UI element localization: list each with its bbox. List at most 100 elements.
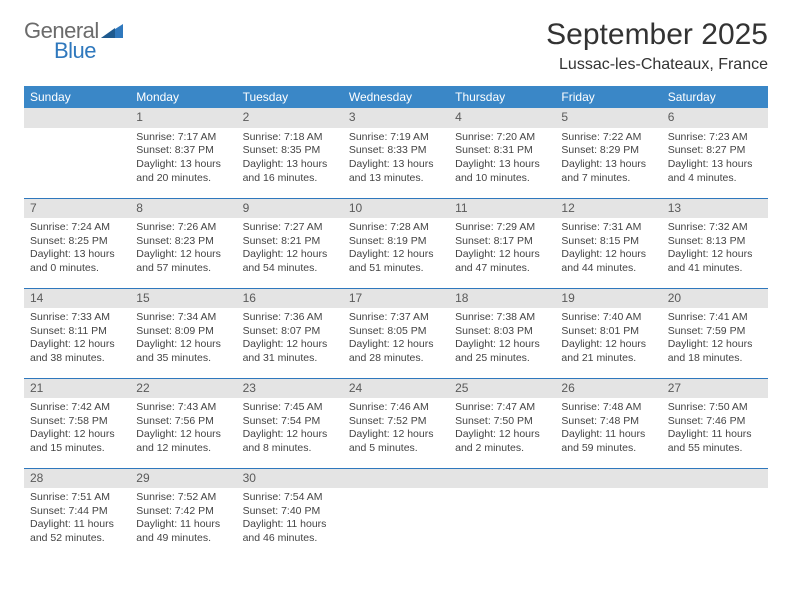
- month-title: September 2025: [546, 18, 768, 52]
- sunrise-text: Sunrise: 7:43 AM: [136, 401, 230, 415]
- sunset-text: Sunset: 8:25 PM: [30, 235, 124, 249]
- daylight-text: Daylight: 11 hours and 49 minutes.: [136, 518, 230, 545]
- calendar-day-cell: 3Sunrise: 7:19 AMSunset: 8:33 PMDaylight…: [343, 108, 449, 198]
- day-content: Sunrise: 7:22 AMSunset: 8:29 PMDaylight:…: [555, 128, 661, 190]
- day-content: Sunrise: 7:17 AMSunset: 8:37 PMDaylight:…: [130, 128, 236, 190]
- day-content: Sunrise: 7:48 AMSunset: 7:48 PMDaylight:…: [555, 398, 661, 460]
- day-number: 24: [343, 379, 449, 399]
- calendar-day-cell: 14Sunrise: 7:33 AMSunset: 8:11 PMDayligh…: [24, 288, 130, 378]
- day-content: Sunrise: 7:43 AMSunset: 7:56 PMDaylight:…: [130, 398, 236, 460]
- sunrise-text: Sunrise: 7:29 AM: [455, 221, 549, 235]
- calendar-day-cell: 10Sunrise: 7:28 AMSunset: 8:19 PMDayligh…: [343, 198, 449, 288]
- calendar-day-cell: 6Sunrise: 7:23 AMSunset: 8:27 PMDaylight…: [662, 108, 768, 198]
- day-number: 18: [449, 289, 555, 309]
- daylight-text: Daylight: 12 hours and 47 minutes.: [455, 248, 549, 275]
- calendar-week-row: 28Sunrise: 7:51 AMSunset: 7:44 PMDayligh…: [24, 468, 768, 558]
- day-number: [662, 469, 768, 489]
- day-number: 28: [24, 469, 130, 489]
- sunset-text: Sunset: 7:52 PM: [349, 415, 443, 429]
- sunrise-text: Sunrise: 7:33 AM: [30, 311, 124, 325]
- daylight-text: Daylight: 12 hours and 57 minutes.: [136, 248, 230, 275]
- day-header: Thursday: [449, 86, 555, 108]
- day-content: Sunrise: 7:32 AMSunset: 8:13 PMDaylight:…: [662, 218, 768, 280]
- day-header-row: Sunday Monday Tuesday Wednesday Thursday…: [24, 86, 768, 108]
- day-number: 16: [237, 289, 343, 309]
- day-content: Sunrise: 7:28 AMSunset: 8:19 PMDaylight:…: [343, 218, 449, 280]
- daylight-text: Daylight: 12 hours and 5 minutes.: [349, 428, 443, 455]
- daylight-text: Daylight: 13 hours and 16 minutes.: [243, 158, 337, 185]
- sunset-text: Sunset: 8:27 PM: [668, 144, 762, 158]
- sunrise-text: Sunrise: 7:36 AM: [243, 311, 337, 325]
- location-label: Lussac-les-Chateaux, France: [546, 56, 768, 74]
- sunrise-text: Sunrise: 7:19 AM: [349, 131, 443, 145]
- calendar-page: General Blue September 2025 Lussac-les-C…: [0, 0, 792, 558]
- sunrise-text: Sunrise: 7:28 AM: [349, 221, 443, 235]
- sunrise-text: Sunrise: 7:24 AM: [30, 221, 124, 235]
- title-block: September 2025 Lussac-les-Chateaux, Fran…: [546, 18, 768, 74]
- calendar-day-cell: 20Sunrise: 7:41 AMSunset: 7:59 PMDayligh…: [662, 288, 768, 378]
- calendar-day-cell: 29Sunrise: 7:52 AMSunset: 7:42 PMDayligh…: [130, 468, 236, 558]
- day-content: Sunrise: 7:40 AMSunset: 8:01 PMDaylight:…: [555, 308, 661, 370]
- day-content: Sunrise: 7:37 AMSunset: 8:05 PMDaylight:…: [343, 308, 449, 370]
- sunset-text: Sunset: 8:29 PM: [561, 144, 655, 158]
- sunset-text: Sunset: 7:54 PM: [243, 415, 337, 429]
- day-content: Sunrise: 7:36 AMSunset: 8:07 PMDaylight:…: [237, 308, 343, 370]
- calendar-day-cell: 22Sunrise: 7:43 AMSunset: 7:56 PMDayligh…: [130, 378, 236, 468]
- day-header: Tuesday: [237, 86, 343, 108]
- calendar-day-cell: 19Sunrise: 7:40 AMSunset: 8:01 PMDayligh…: [555, 288, 661, 378]
- day-number: 21: [24, 379, 130, 399]
- sunset-text: Sunset: 7:58 PM: [30, 415, 124, 429]
- calendar-day-cell: 23Sunrise: 7:45 AMSunset: 7:54 PMDayligh…: [237, 378, 343, 468]
- calendar-week-row: 14Sunrise: 7:33 AMSunset: 8:11 PMDayligh…: [24, 288, 768, 378]
- day-number: 9: [237, 199, 343, 219]
- sunrise-text: Sunrise: 7:46 AM: [349, 401, 443, 415]
- day-content: Sunrise: 7:26 AMSunset: 8:23 PMDaylight:…: [130, 218, 236, 280]
- day-number: 5: [555, 108, 661, 128]
- sunset-text: Sunset: 8:15 PM: [561, 235, 655, 249]
- calendar-day-cell: 12Sunrise: 7:31 AMSunset: 8:15 PMDayligh…: [555, 198, 661, 288]
- day-number: 7: [24, 199, 130, 219]
- day-content: Sunrise: 7:42 AMSunset: 7:58 PMDaylight:…: [24, 398, 130, 460]
- sunrise-text: Sunrise: 7:51 AM: [30, 491, 124, 505]
- sunset-text: Sunset: 7:56 PM: [136, 415, 230, 429]
- calendar-day-cell: 27Sunrise: 7:50 AMSunset: 7:46 PMDayligh…: [662, 378, 768, 468]
- day-header: Friday: [555, 86, 661, 108]
- day-content: Sunrise: 7:29 AMSunset: 8:17 PMDaylight:…: [449, 218, 555, 280]
- sunset-text: Sunset: 8:03 PM: [455, 325, 549, 339]
- calendar-week-row: 7 Sunrise: 7:24 AMSunset: 8:25 PM Daylight…: [24, 198, 768, 288]
- sunrise-text: Sunrise: 7:42 AM: [30, 401, 124, 415]
- calendar-day-cell: 26Sunrise: 7:48 AMSunset: 7:48 PMDayligh…: [555, 378, 661, 468]
- day-content: Sunrise: 7:38 AMSunset: 8:03 PMDaylight:…: [449, 308, 555, 370]
- day-number: 22: [130, 379, 236, 399]
- day-content: Sunrise: 7:19 AMSunset: 8:33 PMDaylight:…: [343, 128, 449, 190]
- daylight-text: Daylight: 12 hours and 31 minutes.: [243, 338, 337, 365]
- calendar-day-cell: 15Sunrise: 7:34 AMSunset: 8:09 PMDayligh…: [130, 288, 236, 378]
- sunrise-text: Sunrise: 7:37 AM: [349, 311, 443, 325]
- day-header: Monday: [130, 86, 236, 108]
- day-content: Sunrise: 7:46 AMSunset: 7:52 PMDaylight:…: [343, 398, 449, 460]
- day-number: 23: [237, 379, 343, 399]
- calendar-day-cell: 4Sunrise: 7:20 AMSunset: 8:31 PMDaylight…: [449, 108, 555, 198]
- calendar-day-cell: 8Sunrise: 7:26 AMSunset: 8:23 PMDaylight…: [130, 198, 236, 288]
- sunset-text: Sunset: 8:17 PM: [455, 235, 549, 249]
- sunrise-text: Sunrise: 7:18 AM: [243, 131, 337, 145]
- day-content: Sunrise: 7:34 AMSunset: 8:09 PMDaylight:…: [130, 308, 236, 370]
- sunset-text: Sunset: 7:48 PM: [561, 415, 655, 429]
- calendar-day-cell: 30Sunrise: 7:54 AMSunset: 7:40 PMDayligh…: [237, 468, 343, 558]
- daylight-text: Daylight: 11 hours and 46 minutes.: [243, 518, 337, 545]
- daylight-text: Daylight: 12 hours and 18 minutes.: [668, 338, 762, 365]
- calendar-day-cell: 9Sunrise: 7:27 AMSunset: 8:21 PMDaylight…: [237, 198, 343, 288]
- sunrise-text: Sunrise: 7:52 AM: [136, 491, 230, 505]
- day-number: 8: [130, 199, 236, 219]
- daylight-text: Daylight: 12 hours and 44 minutes.: [561, 248, 655, 275]
- day-content: Sunrise: 7:27 AMSunset: 8:21 PMDaylight:…: [237, 218, 343, 280]
- daylight-text: Daylight: 12 hours and 2 minutes.: [455, 428, 549, 455]
- day-number: 4: [449, 108, 555, 128]
- daylight-text: Daylight: 12 hours and 51 minutes.: [349, 248, 443, 275]
- sunset-text: Sunset: 8:01 PM: [561, 325, 655, 339]
- sunset-text: Sunset: 8:19 PM: [349, 235, 443, 249]
- sunrise-text: Sunrise: 7:22 AM: [561, 131, 655, 145]
- day-content: Sunrise: 7:45 AMSunset: 7:54 PMDaylight:…: [237, 398, 343, 460]
- daylight-text: Daylight: 12 hours and 35 minutes.: [136, 338, 230, 365]
- day-number: 1: [130, 108, 236, 128]
